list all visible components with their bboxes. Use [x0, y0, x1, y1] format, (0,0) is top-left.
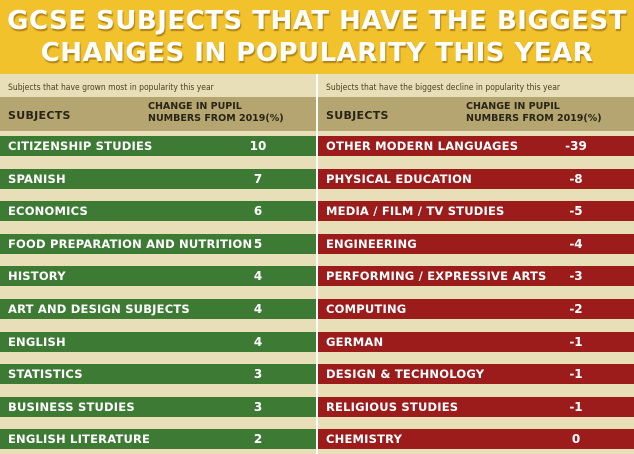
growth-subject-label: ART AND DESIGN SUBJECTS — [8, 302, 190, 316]
growth-table-row: CITIZENSHIP STUDIES 10 — [0, 136, 316, 156]
decline-subject-label: COMPUTING — [326, 302, 407, 316]
decline-table-row: CHEMISTRY 0 — [318, 429, 634, 450]
title-line-2: CHANGES IN POPULARITY THIS YEAR — [40, 38, 594, 68]
growth-table-row: ENGLISH LITERATURE 2 — [0, 429, 316, 450]
growth-subject-label: ENGLISH LITERATURE — [8, 432, 151, 447]
decline-change-value: -5 — [569, 204, 583, 219]
decline-change-value: -1 — [569, 367, 583, 382]
growth-change-value: 7 — [253, 171, 263, 186]
growth-subject-label: ECONOMICS — [8, 204, 88, 219]
decline-change-value: -1 — [569, 399, 583, 414]
growth-table: Subjects that have grown most in popular… — [0, 74, 316, 454]
growth-change-value: 3 — [253, 367, 263, 382]
decline-change-value: -3 — [569, 269, 583, 284]
growth-change-column-header: CHANGE IN PUPIL NUMBERS FROM 2019(%) — [148, 101, 284, 124]
growth-change-value: 4 — [253, 302, 263, 316]
decline-change-value: -8 — [569, 171, 583, 186]
decline-table-header: SUBJECTS CHANGE IN PUPIL NUMBERS FROM 20… — [318, 97, 634, 131]
decline-subject-label: RELIGIOUS STUDIES — [326, 399, 459, 414]
decline-table-row: GERMAN -1 — [318, 331, 634, 352]
decline-table-row: PERFORMING / EXPRESSIVE ARTS -3 — [318, 266, 634, 287]
growth-change-value: 4 — [253, 269, 263, 284]
growth-table-row: FOOD PREPARATION AND NUTRITION 5 — [0, 233, 316, 254]
decline-change-column-header: CHANGE IN PUPIL NUMBERS FROM 2019(%) — [466, 101, 602, 124]
decline-change-value: -2 — [569, 302, 583, 316]
page-title: GCSE SUBJECTS THAT HAVE THE BIGGEST CHAN… — [0, 0, 634, 74]
growth-table-row: ECONOMICS 6 — [0, 201, 316, 222]
decline-subject-label: ENGINEERING — [326, 236, 417, 251]
decline-subject-label: PHYSICAL EDUCATION — [326, 171, 472, 186]
growth-change-value: 6 — [253, 204, 263, 219]
decline-table: Subjects that have the biggest decline i… — [318, 74, 634, 454]
growth-subject-label: FOOD PREPARATION AND NUTRITION — [8, 236, 253, 251]
growth-table-row: STATISTICS 3 — [0, 364, 316, 385]
decline-table-row: ENGINEERING -4 — [318, 233, 634, 254]
decline-table-row: PHYSICAL EDUCATION -8 — [318, 168, 634, 189]
decline-subtitle: Subjects that have the biggest decline i… — [326, 83, 561, 93]
decline-subject-label: OTHER MODERN LANGUAGES — [326, 139, 519, 153]
growth-subject-label: STATISTICS — [8, 367, 83, 382]
decline-table-row: COMPUTING -2 — [318, 299, 634, 319]
growth-change-value: 5 — [253, 236, 263, 251]
decline-change-value: -1 — [569, 334, 583, 349]
decline-change-value: -39 — [565, 139, 587, 153]
growth-table-header: SUBJECTS CHANGE IN PUPIL NUMBERS FROM 20… — [0, 97, 316, 131]
decline-table-row: RELIGIOUS STUDIES -1 — [318, 396, 634, 417]
growth-table-row: ENGLISH 4 — [0, 331, 316, 352]
growth-change-value: 10 — [249, 139, 267, 153]
decline-subject-label: PERFORMING / EXPRESSIVE ARTS — [326, 269, 547, 284]
decline-subject-label: CHEMISTRY — [326, 432, 403, 447]
decline-subject-label: DESIGN & TECHNOLOGY — [326, 367, 485, 382]
growth-table-row: HISTORY 4 — [0, 266, 316, 287]
decline-subject-column-header: SUBJECTS — [326, 109, 389, 122]
title-line-1: GCSE SUBJECTS THAT HAVE THE BIGGEST — [7, 6, 627, 36]
decline-subject-label: MEDIA / FILM / TV STUDIES — [326, 204, 505, 219]
growth-subject-label: HISTORY — [8, 269, 66, 284]
growth-table-row: BUSINESS STUDIES 3 — [0, 396, 316, 417]
growth-change-value: 2 — [253, 432, 263, 447]
decline-change-value: -4 — [569, 236, 583, 251]
growth-subtitle: Subjects that have grown most in popular… — [8, 83, 214, 93]
decline-table-row: OTHER MODERN LANGUAGES -39 — [318, 136, 634, 156]
decline-subject-label: GERMAN — [326, 334, 384, 349]
growth-table-row: SPANISH 7 — [0, 168, 316, 189]
decline-table-row: MEDIA / FILM / TV STUDIES -5 — [318, 201, 634, 222]
growth-subject-label: ENGLISH — [8, 334, 66, 349]
panel-divider — [316, 74, 318, 454]
growth-subject-label: SPANISH — [8, 171, 66, 186]
growth-change-value: 3 — [253, 399, 263, 414]
growth-subject-column-header: SUBJECTS — [8, 109, 71, 122]
growth-subject-label: BUSINESS STUDIES — [8, 399, 135, 414]
growth-table-row: ART AND DESIGN SUBJECTS 4 — [0, 299, 316, 319]
decline-change-value: 0 — [571, 432, 581, 447]
growth-change-value: 4 — [253, 334, 263, 349]
growth-subject-label: CITIZENSHIP STUDIES — [8, 139, 153, 153]
decline-table-row: DESIGN & TECHNOLOGY -1 — [318, 364, 634, 385]
